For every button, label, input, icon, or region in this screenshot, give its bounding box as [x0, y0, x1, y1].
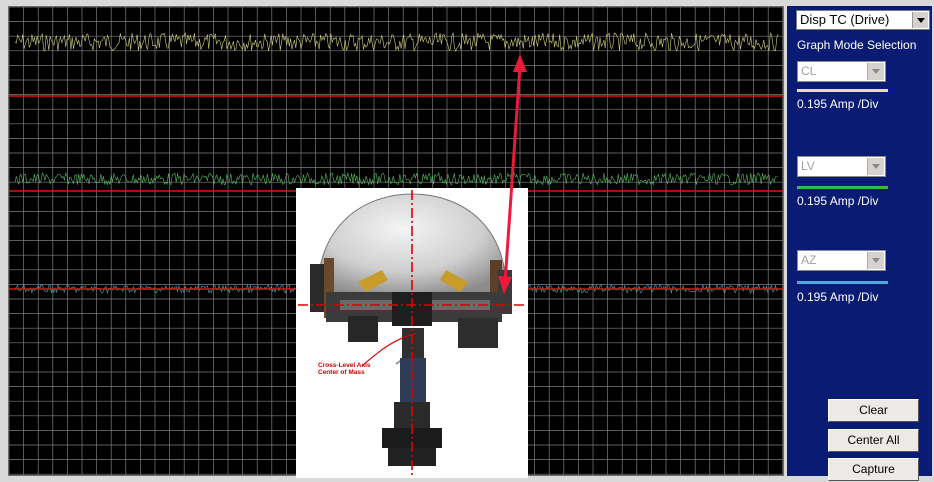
channel-2-select[interactable]: LV	[797, 156, 886, 177]
channel-1-color-line	[797, 89, 888, 92]
graph-mode-caption: Graph Mode Selection	[797, 38, 917, 52]
channel-3-select[interactable]: AZ	[797, 250, 886, 271]
channel-3-scale: 0.195 Amp /Div	[797, 290, 879, 304]
gimbal-illustration	[298, 190, 524, 476]
label-line-1: Cross-Level Axis	[318, 362, 371, 369]
channel-1-select[interactable]: CL	[797, 61, 886, 82]
trace-cl	[14, 31, 779, 52]
clear-button[interactable]: Clear	[828, 399, 919, 422]
gimbal-photo: Cross-Level Axis Center of Mass	[296, 188, 528, 478]
channel-3-color-line	[797, 281, 888, 284]
channel-2-value: LV	[801, 159, 815, 173]
capture-button[interactable]: Capture	[828, 458, 919, 481]
chevron-down-icon[interactable]	[867, 63, 884, 80]
graph-mode-value: Disp TC (Drive)	[800, 12, 890, 27]
chevron-down-icon[interactable]	[867, 158, 884, 175]
graph-mode-dropdown[interactable]: Disp TC (Drive)	[796, 10, 930, 30]
chevron-down-icon[interactable]	[912, 12, 928, 28]
center-all-button[interactable]: Center All	[828, 429, 919, 452]
channel-1-scale: 0.195 Amp /Div	[797, 97, 879, 111]
channel-3-value: AZ	[801, 253, 817, 267]
channel-2-color-line	[797, 186, 888, 189]
channel-2-scale: 0.195 Amp /Div	[797, 194, 879, 208]
label-line-2: Center of Mass	[318, 369, 365, 376]
channel-1-value: CL	[801, 64, 817, 78]
chevron-down-icon[interactable]	[867, 252, 884, 269]
trace-lv	[14, 171, 779, 186]
center-of-mass-label: Cross-Level Axis Center of Mass	[318, 362, 371, 376]
control-panel: Disp TC (Drive) Graph Mode Selection CL …	[787, 6, 932, 481]
